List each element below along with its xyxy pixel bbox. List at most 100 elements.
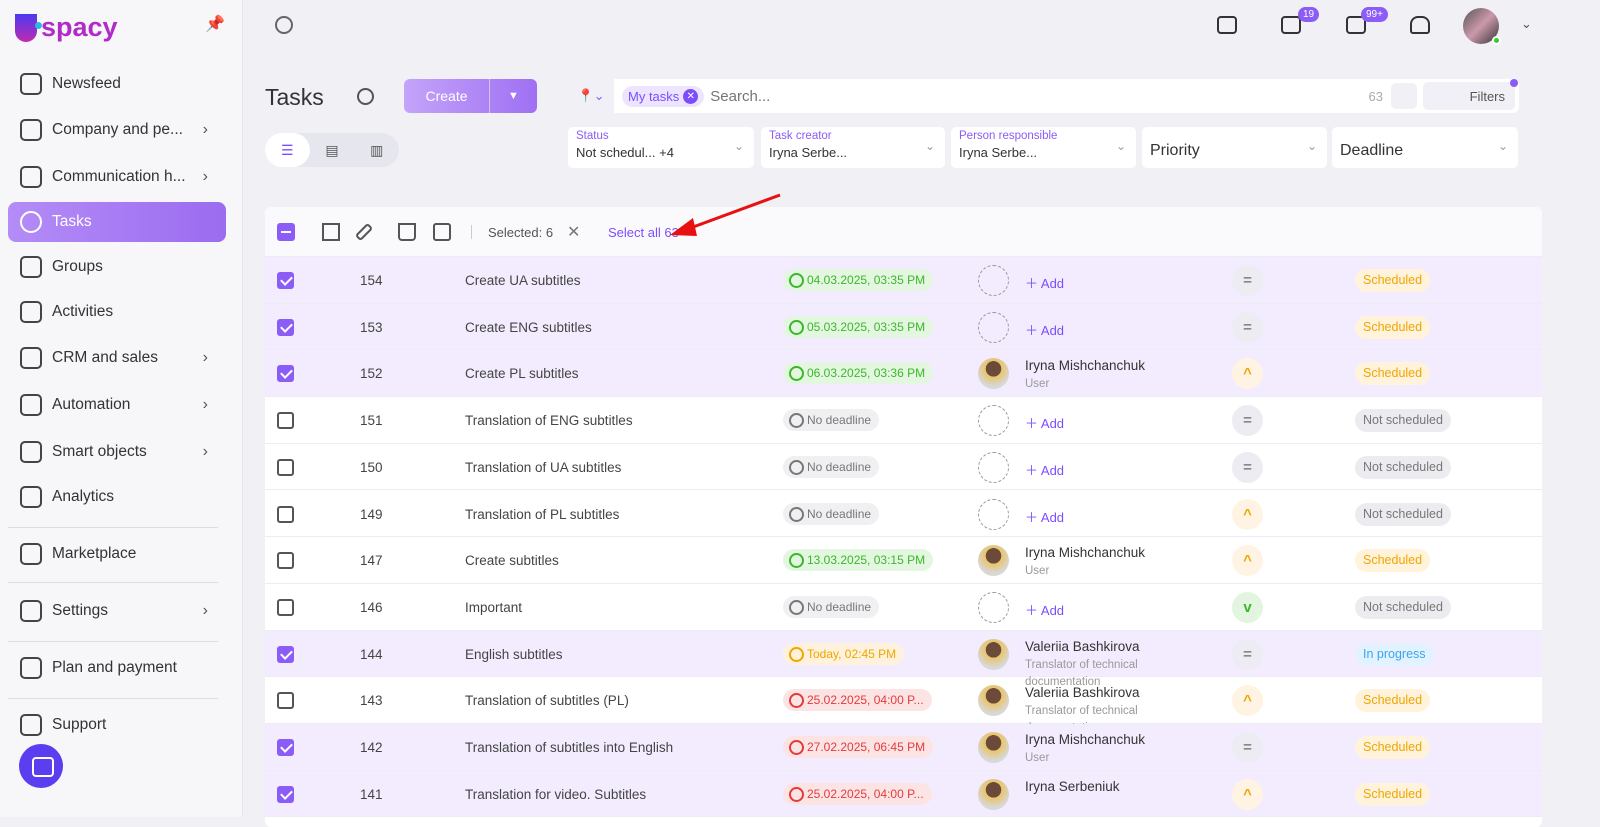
priority-medium-icon[interactable]: = <box>1232 405 1263 437</box>
task-title[interactable]: Translation of subtitles into English <box>465 740 674 755</box>
task-title[interactable]: Translation of ENG subtitles <box>465 413 633 429</box>
sidebar-item-smart-objects[interactable]: Smart objects › <box>8 432 226 472</box>
task-title[interactable]: Translation of PL subtitles <box>465 506 620 522</box>
download-icon[interactable] <box>433 223 451 241</box>
filter-person-responsible[interactable]: Person responsible Iryna Serbe... ⌄ <box>951 127 1136 168</box>
sidebar-item-activities[interactable]: Activities <box>8 292 226 332</box>
table-row[interactable]: 147 Create subtitles 13.03.2025, 03:15 P… <box>265 537 1542 584</box>
task-title[interactable]: Create UA subtitles <box>465 273 581 288</box>
deadline-badge[interactable]: No deadline <box>783 455 880 478</box>
row-checkbox[interactable] <box>277 785 294 803</box>
priority-high-icon[interactable]: ^ <box>1232 685 1263 717</box>
deadline-badge[interactable]: 04.03.2025, 03:35 PM <box>783 269 934 291</box>
row-checkbox[interactable] <box>277 645 294 663</box>
table-row[interactable]: 154 Create UA subtitles 04.03.2025, 03:3… <box>265 257 1542 304</box>
table-row[interactable]: 142 Translation of subtitles into Englis… <box>265 724 1542 771</box>
task-title[interactable]: Translation for video. Subtitles <box>465 786 647 802</box>
filter-status[interactable]: Status Not schedul... +4 ⌄ <box>568 127 754 168</box>
filters-button[interactable]: Filters <box>1423 79 1518 110</box>
status-badge[interactable]: Scheduled <box>1355 782 1431 806</box>
filter-priority[interactable]: Priority ⌄ <box>1142 127 1327 168</box>
sidebar-item-marketplace[interactable]: Marketplace <box>8 534 226 574</box>
row-checkbox[interactable] <box>277 739 294 756</box>
status-badge[interactable]: Scheduled <box>1355 269 1431 292</box>
task-title[interactable]: Create PL subtitles <box>465 366 579 382</box>
deadline-badge[interactable]: 27.02.2025, 06:45 PM <box>783 736 934 758</box>
add-responsible-button[interactable]: ＋ Add <box>1025 509 1065 525</box>
deadline-badge[interactable]: No deadline <box>783 502 880 525</box>
support-chat-button[interactable] <box>19 744 63 788</box>
chats-icon[interactable] <box>1281 16 1301 34</box>
sidebar-item-plan-and-payment[interactable]: Plan and payment <box>8 648 226 688</box>
kanban-view-button[interactable]: ▥ <box>370 141 384 158</box>
table-row[interactable]: 151 Translation of ENG subtitles No dead… <box>265 397 1542 444</box>
row-checkbox[interactable] <box>277 318 294 336</box>
deadline-badge[interactable]: Today, 02:45 PM <box>783 642 905 665</box>
filter-deadline[interactable]: Deadline ⌄ <box>1332 127 1518 168</box>
row-checkbox[interactable] <box>277 458 294 476</box>
pin-sidebar-icon[interactable]: 📌 <box>205 16 225 33</box>
deadline-badge[interactable]: 25.02.2025, 04:00 P... <box>783 689 932 712</box>
priority-high-icon[interactable]: ^ <box>1232 545 1263 577</box>
close-icon[interactable]: ✕ <box>683 88 699 104</box>
table-row[interactable]: 141 Translation for video. Subtitles 25.… <box>265 770 1542 818</box>
sidebar-item-newsfeed[interactable]: Newsfeed <box>8 64 226 104</box>
clear-selection-icon[interactable]: ✕ <box>567 224 581 241</box>
filter-task-creator[interactable]: Task creator Iryna Serbe... ⌄ <box>761 127 945 168</box>
logo[interactable]: spacy <box>15 12 118 43</box>
row-checkbox[interactable] <box>277 412 294 430</box>
task-title[interactable]: English subtitles <box>465 646 563 662</box>
row-checkbox[interactable] <box>277 598 294 616</box>
create-dropdown[interactable]: ▼ <box>489 79 537 113</box>
select-all-checkbox[interactable] <box>277 223 295 241</box>
sidebar-item-company-and-pe[interactable]: Company and pe... › <box>8 110 226 150</box>
mail-icon[interactable] <box>1346 16 1366 34</box>
task-title[interactable]: Important <box>465 599 523 615</box>
create-button[interactable]: Create ▼ <box>404 79 537 113</box>
status-badge[interactable]: Not scheduled <box>1355 502 1451 526</box>
sidebar-item-support[interactable]: Support <box>8 705 226 745</box>
add-responsible-button[interactable]: ＋ Add <box>1025 602 1065 618</box>
sidebar-item-analytics[interactable]: Analytics <box>8 477 226 517</box>
task-title[interactable]: Translation of UA subtitles <box>465 459 622 475</box>
task-title[interactable]: Translation of subtitles (PL) <box>465 693 629 709</box>
chevron-down-icon[interactable]: ⌄ <box>1521 16 1532 31</box>
sidebar-item-settings[interactable]: Settings › <box>8 591 226 631</box>
add-responsible-button[interactable]: ＋ Add <box>1025 322 1065 338</box>
task-title[interactable]: Create ENG subtitles <box>465 319 592 335</box>
gear-icon[interactable] <box>357 88 374 105</box>
deadline-badge[interactable]: 13.03.2025, 03:15 PM <box>783 549 934 572</box>
bell-icon[interactable] <box>1410 16 1430 34</box>
priority-medium-icon[interactable]: = <box>1232 732 1263 763</box>
status-badge[interactable]: Scheduled <box>1355 315 1431 339</box>
table-row[interactable]: 153 Create ENG subtitles 05.03.2025, 03:… <box>265 303 1542 351</box>
compact-view-button[interactable]: ▤ <box>325 141 339 158</box>
deadline-badge[interactable]: 25.02.2025, 04:00 P... <box>783 782 932 805</box>
sidebar-item-groups[interactable]: Groups <box>8 247 226 287</box>
select-all-link[interactable]: Select all 63 <box>608 225 679 240</box>
person-name[interactable]: Valeriia Bashkirova <box>1025 638 1140 654</box>
deadline-badge[interactable]: 05.03.2025, 03:35 PM <box>783 315 934 338</box>
priority-medium-icon[interactable]: = <box>1232 638 1263 670</box>
table-row[interactable]: 146 Important No deadline ＋ Add v Not sche… <box>265 584 1542 631</box>
row-checkbox[interactable] <box>277 692 294 710</box>
status-badge[interactable]: In progress <box>1355 642 1434 666</box>
flag-icon[interactable] <box>322 223 340 241</box>
table-row[interactable]: 150 Translation of UA subtitles No deadl… <box>265 444 1542 491</box>
person-name[interactable]: Iryna Mishchanchuk <box>1025 732 1146 747</box>
priority-high-icon[interactable]: ^ <box>1232 498 1263 530</box>
person-name[interactable]: Iryna Mishchanchuk <box>1025 545 1146 561</box>
priority-medium-icon[interactable]: = <box>1232 265 1263 296</box>
table-row[interactable]: 152 Create PL subtitles 06.03.2025, 03:3… <box>265 350 1542 398</box>
list-view-button[interactable]: ☰ <box>265 133 310 167</box>
add-responsible-button[interactable]: ＋ Add <box>1025 462 1065 478</box>
row-checkbox[interactable] <box>277 272 294 289</box>
sidebar-item-automation[interactable]: Automation › <box>8 385 226 425</box>
pin-filter-icon[interactable]: 📍⌄ <box>568 79 614 113</box>
status-badge[interactable]: Not scheduled <box>1355 455 1451 479</box>
row-checkbox[interactable] <box>277 365 294 383</box>
row-checkbox[interactable] <box>277 552 294 570</box>
deadline-badge[interactable]: No deadline <box>783 595 880 618</box>
status-badge[interactable]: Scheduled <box>1355 689 1431 713</box>
add-responsible-button[interactable]: ＋ Add <box>1025 276 1065 291</box>
